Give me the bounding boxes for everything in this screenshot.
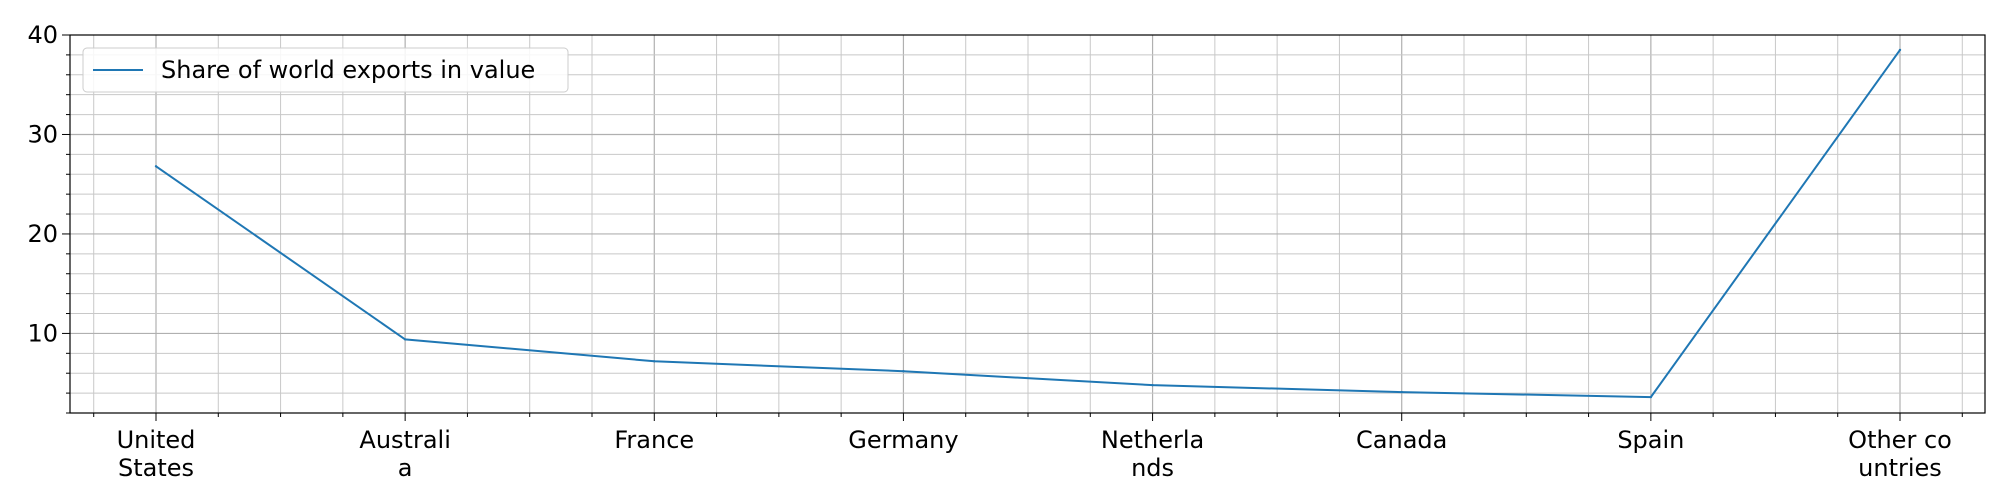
tick-labels: 10 20 30 40 United States Australi a France Germa… [27,21,1951,482]
legend-box [82,47,569,93]
series-layer [154,48,1902,399]
x-tick-label-line: nds [1131,454,1174,482]
y-tick-label: 20 [27,220,58,248]
x-tick-label: France [614,426,694,454]
grid [70,35,1985,413]
x-tick-label: Spain [1617,426,1684,454]
x-tick-label: Germany [848,426,958,454]
legend: Share of world exports in value [82,47,569,93]
y-tick-label: 40 [27,21,58,49]
x-tick-label: Netherla nds [1101,426,1204,482]
x-tick-label-line: Australi [359,426,450,454]
y-tick-label: 30 [27,120,58,148]
y-tick-label: 10 [27,319,58,347]
x-tick-label: Other co untries [1848,426,1952,482]
x-tick-label-line: untries [1858,454,1942,482]
x-tick-label: Canada [1356,426,1447,454]
data-point [1649,395,1653,399]
data-point [1151,383,1154,387]
x-tick-label-line: Netherla [1101,426,1204,454]
x-tick-label-line: United [117,426,196,454]
x-tick-label-line: a [398,454,413,482]
x-tick-label: United States [117,426,196,482]
x-tick-label-line: States [118,454,194,482]
data-point [403,338,407,341]
series-line [155,49,1901,399]
data-point [154,165,158,168]
data-point [653,360,656,363]
x-tick-label-line: Other co [1848,426,1952,454]
data-point [1400,390,1403,394]
axes [62,34,1986,421]
x-tick-label: Australi a [359,426,450,482]
data-point [1898,48,1902,52]
x-tick-label-line: Canada [1356,426,1447,454]
x-tick-label-line: Spain [1617,426,1684,454]
data-point [902,370,905,373]
x-tick-label-line: France [614,426,694,454]
x-tick-label-line: Germany [848,426,958,454]
legend-label: Share of world exports in value [161,56,535,84]
